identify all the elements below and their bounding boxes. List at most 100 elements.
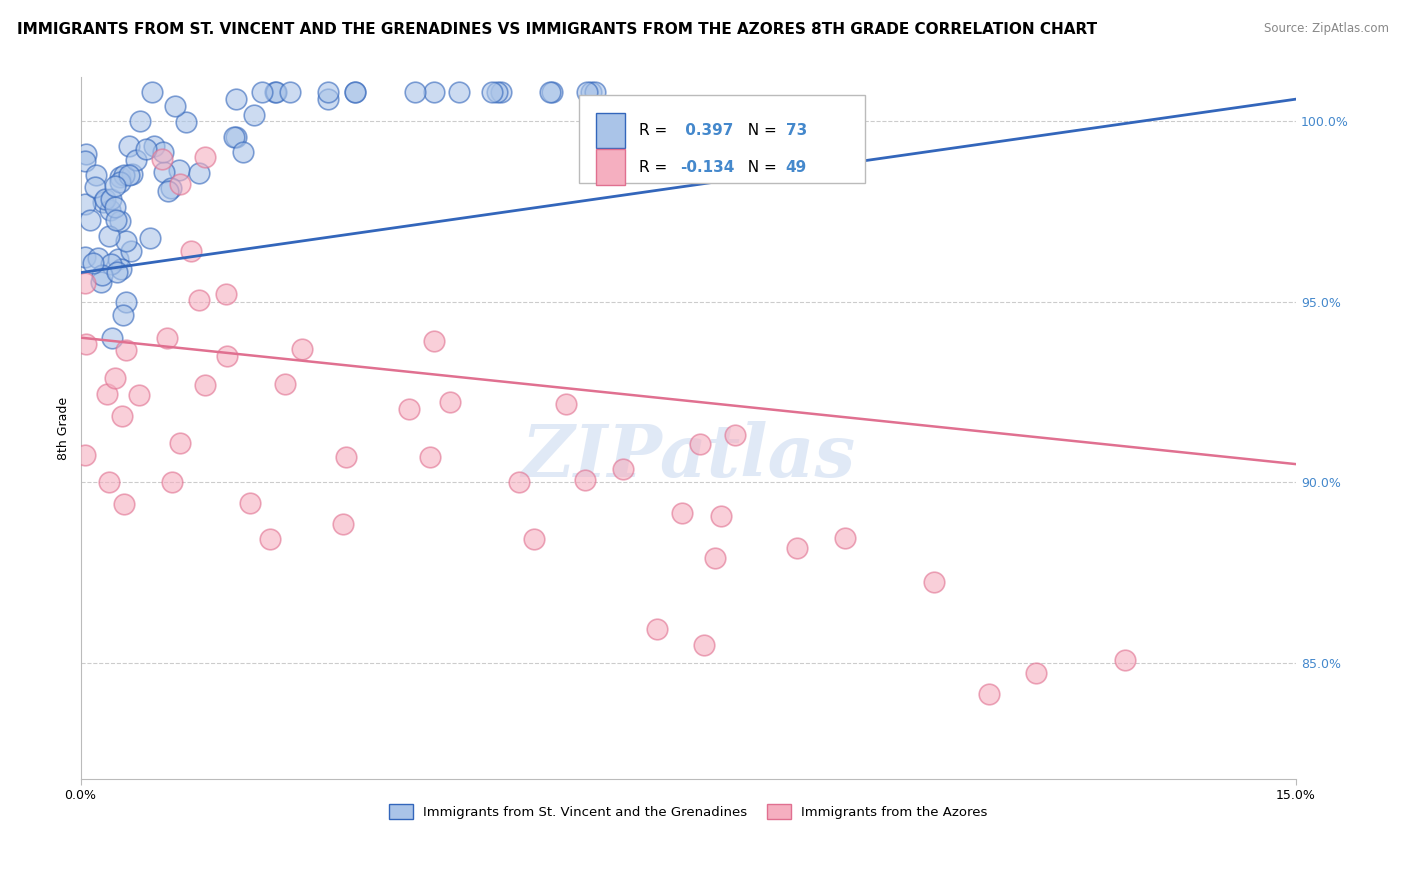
Point [98,202,121,217]
Point [439,395,461,409]
Point [96,387,118,401]
Point [125,153,148,167]
Point [709,509,731,524]
Point [250,85,273,99]
Text: IMMIGRANTS FROM ST. VINCENT AND THE GRENADINES VS IMMIGRANTS FROM THE AZORES 8TH: IMMIGRANTS FROM ST. VINCENT AND THE GREN… [17,22,1097,37]
Point [139,231,162,245]
Point [671,506,693,520]
Point [117,138,139,153]
Point [538,85,561,99]
Legend: Immigrants from St. Vincent and the Grenadines, Immigrants from the Azores: Immigrants from St. Vincent and the Gren… [384,798,993,824]
Point [111,409,134,424]
Point [335,450,357,465]
Point [152,145,174,160]
Point [91,195,114,210]
Point [447,85,470,99]
Point [97,228,120,243]
Point [979,687,1001,701]
Point [112,168,135,182]
Point [79,212,101,227]
Point [344,85,367,99]
Point [157,184,180,198]
Point [108,214,131,228]
Point [291,342,314,356]
Point [75,250,97,264]
Point [105,265,128,279]
Point [114,234,136,248]
Point [583,85,606,99]
Point [225,130,247,145]
Point [121,167,143,181]
Point [243,108,266,122]
Point [82,255,104,269]
Point [108,169,131,184]
Point [692,638,714,652]
Text: N =: N = [738,160,782,175]
Point [224,130,246,145]
Point [120,244,142,258]
Text: N =: N = [738,123,782,138]
Point [485,85,508,99]
Point [612,462,634,476]
Point [90,275,112,289]
Point [491,85,513,99]
Point [129,114,152,128]
Point [128,388,150,402]
Point [215,349,238,363]
Point [104,178,127,193]
Point [481,85,503,99]
Point [73,448,96,462]
Point [107,252,129,267]
Point [344,85,367,99]
Point [541,85,564,99]
Point [100,257,122,271]
Point [194,150,217,164]
Point [169,177,191,191]
Point [110,261,132,276]
Point [104,371,127,385]
Point [332,516,354,531]
Text: R =: R = [638,123,672,138]
Point [239,496,262,510]
Point [143,138,166,153]
Point [135,142,157,156]
Point [645,622,668,636]
Point [117,169,139,183]
Point [554,397,576,411]
Point [576,85,599,99]
Point [579,85,602,99]
Point [274,377,297,392]
FancyBboxPatch shape [596,150,626,185]
Point [704,550,727,565]
Point [174,115,197,129]
Point [84,168,107,182]
Point [423,334,446,348]
Point [75,336,97,351]
Point [834,531,856,545]
Point [94,192,117,206]
Point [264,85,287,99]
Point [398,402,420,417]
Point [73,196,96,211]
Point [523,532,546,546]
Point [215,287,238,301]
Point [922,575,945,590]
Text: Source: ZipAtlas.com: Source: ZipAtlas.com [1264,22,1389,36]
Point [90,268,112,282]
Point [84,180,107,194]
Point [165,99,187,113]
Point [155,331,177,345]
Point [280,85,302,99]
Point [318,85,340,99]
Point [160,475,183,490]
Text: 49: 49 [786,160,807,175]
Point [100,331,122,345]
Point [419,450,441,465]
Point [423,85,446,99]
Point [159,181,181,195]
Point [724,428,747,442]
Point [232,145,254,159]
Point [73,153,96,168]
Point [114,295,136,310]
Point [180,244,202,258]
